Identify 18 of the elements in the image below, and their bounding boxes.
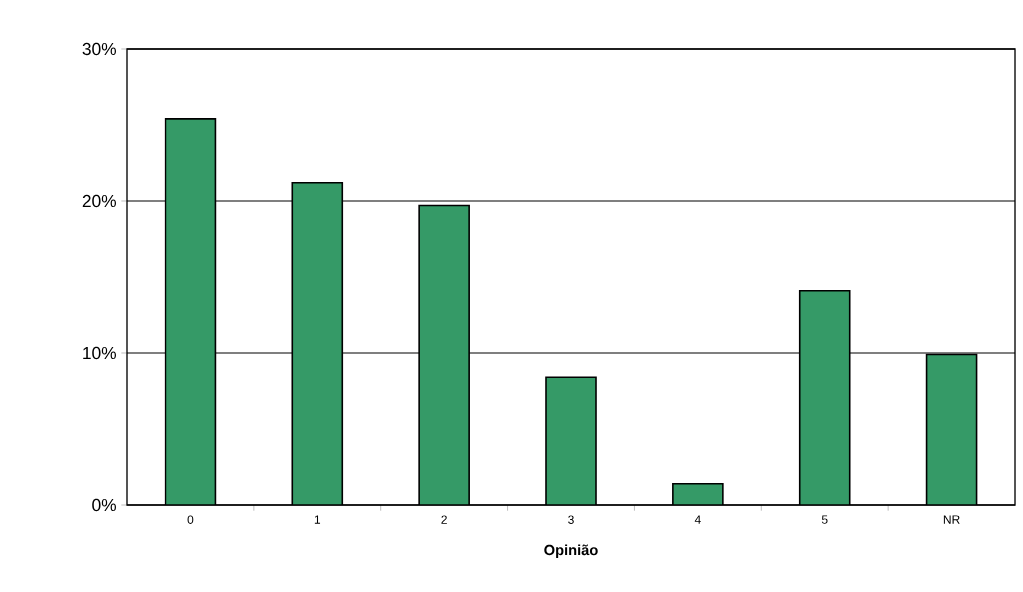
x-tick-label: 2 xyxy=(441,515,447,524)
x-tick-label: 0 xyxy=(187,515,194,524)
y-tick-label: 20% xyxy=(82,194,116,208)
bar xyxy=(925,353,978,505)
x-tick-label: 4 xyxy=(694,515,701,524)
bar xyxy=(418,204,470,505)
y-tick-label: 30% xyxy=(82,42,116,56)
bar xyxy=(164,118,217,505)
x-tick-label: NR xyxy=(943,515,960,524)
x-tick-label: 3 xyxy=(568,515,574,524)
y-tick-label: 0% xyxy=(92,498,116,512)
bar xyxy=(545,376,597,505)
bar xyxy=(798,289,851,505)
x-tick-label: 5 xyxy=(821,515,828,524)
x-tick-label: 1 xyxy=(314,515,321,524)
x-axis-title: Opinião xyxy=(544,544,598,559)
y-tick-label: 10% xyxy=(83,346,116,360)
bar xyxy=(291,181,344,505)
